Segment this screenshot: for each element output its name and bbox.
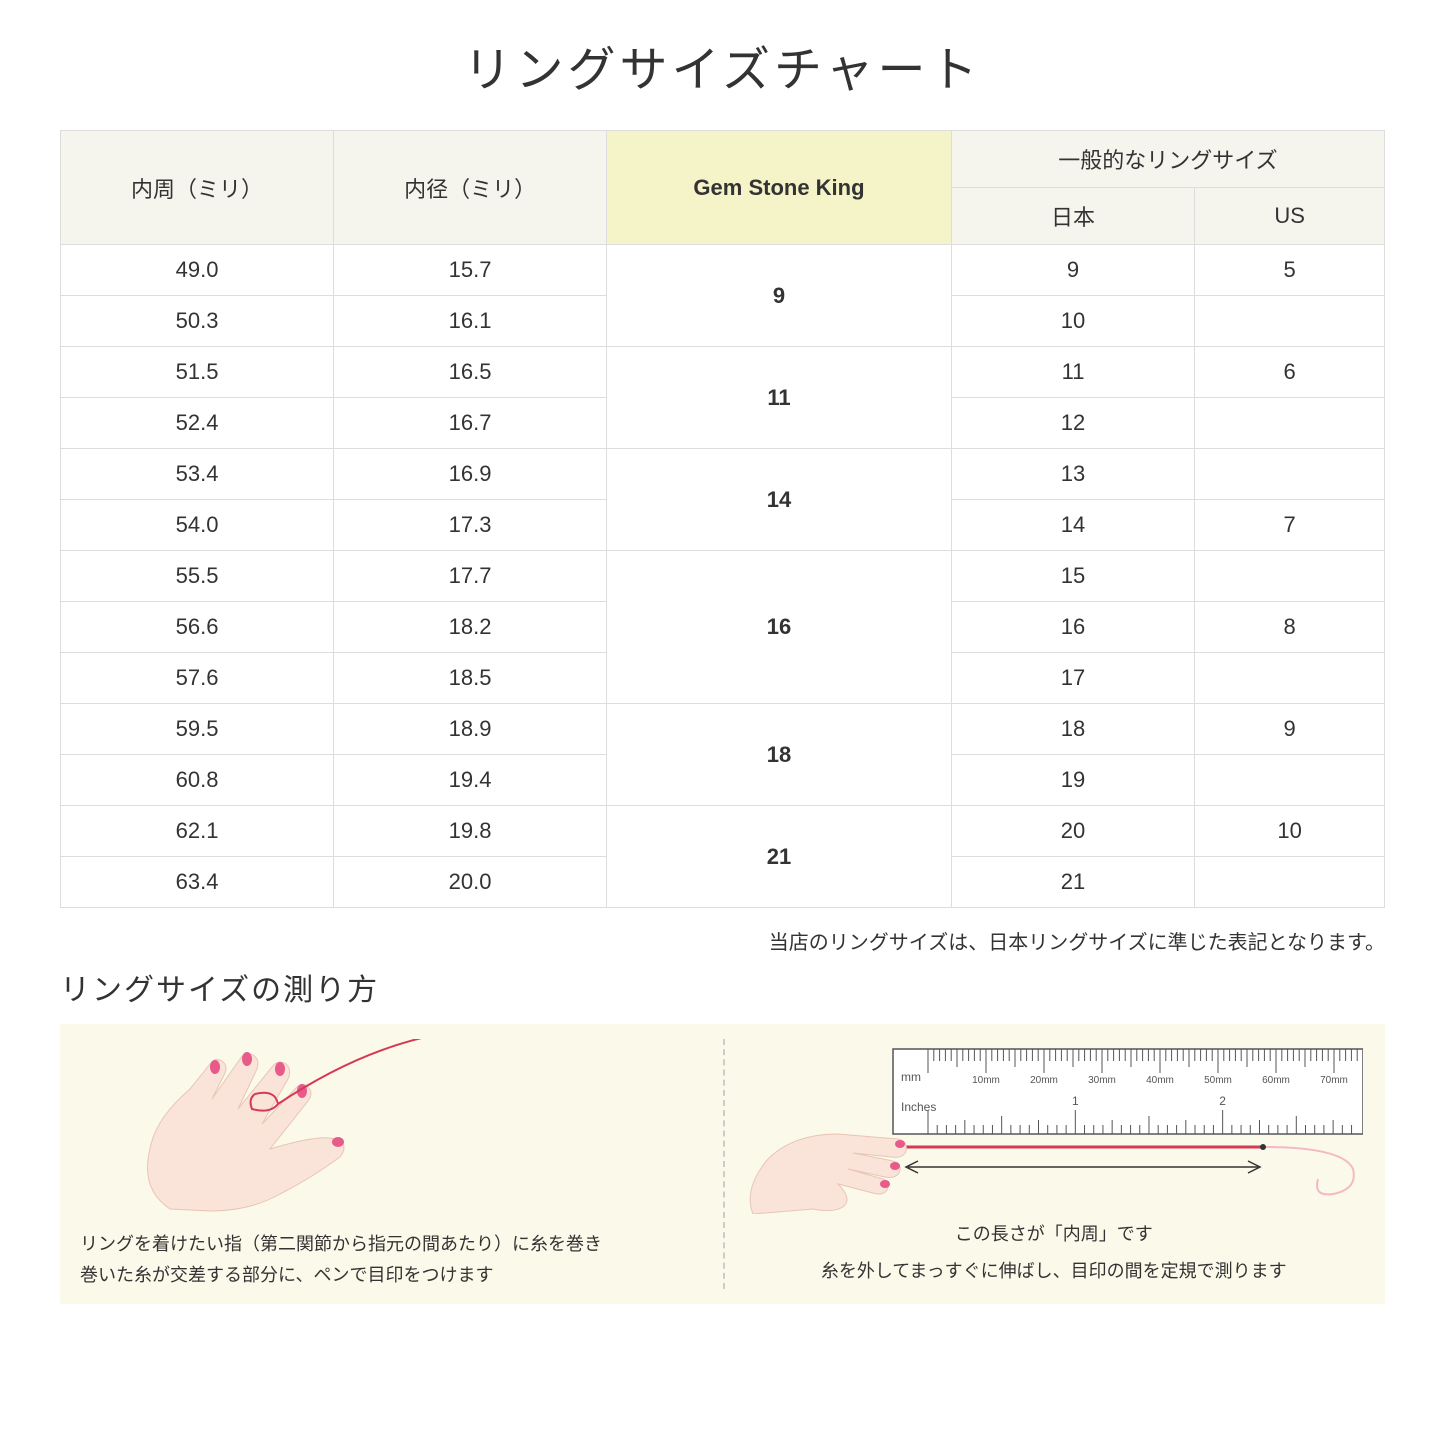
measurement-guide: リングを着けたい指（第二関節から指元の間あたり）に糸を巻き 巻いた糸が交差する部…	[60, 1024, 1385, 1304]
header-circumference: 内周（ミリ）	[61, 131, 334, 245]
cell-us: 6	[1195, 347, 1385, 398]
cell-circumference: 60.8	[61, 755, 334, 806]
hand-thread-icon	[80, 1039, 440, 1219]
svg-text:20mm: 20mm	[1030, 1075, 1058, 1086]
cell-japan: 14	[951, 500, 1194, 551]
ruler-length-label: この長さが「内周」です	[743, 1220, 1366, 1246]
svg-text:1: 1	[1071, 1094, 1078, 1108]
cell-circumference: 53.4	[61, 449, 334, 500]
cell-diameter: 18.2	[334, 602, 607, 653]
cell-us: 8	[1195, 602, 1385, 653]
svg-text:10mm: 10mm	[972, 1075, 1000, 1086]
cell-japan: 19	[951, 755, 1194, 806]
cell-japan: 17	[951, 653, 1194, 704]
guide-subtitle: リングサイズの測り方	[60, 965, 1385, 1009]
cell-diameter: 19.4	[334, 755, 607, 806]
cell-us: 7	[1195, 500, 1385, 551]
cell-circumference: 54.0	[61, 500, 334, 551]
cell-gsk: 11	[607, 347, 952, 449]
cell-circumference: 56.6	[61, 602, 334, 653]
svg-text:Inches: Inches	[901, 1100, 936, 1114]
ring-size-table: 内周（ミリ） 内径（ミリ） Gem Stone King 一般的なリングサイズ …	[60, 130, 1385, 908]
cell-circumference: 52.4	[61, 398, 334, 449]
cell-diameter: 20.0	[334, 857, 607, 908]
cell-diameter: 18.9	[334, 704, 607, 755]
cell-gsk: 18	[607, 704, 952, 806]
header-japan: 日本	[951, 188, 1194, 245]
page-title: リングサイズチャート	[60, 30, 1385, 100]
table-row: 59.518.918189	[61, 704, 1385, 755]
cell-japan: 10	[951, 296, 1194, 347]
cell-circumference: 55.5	[61, 551, 334, 602]
cell-diameter: 15.7	[334, 245, 607, 296]
cell-japan: 15	[951, 551, 1194, 602]
cell-us	[1195, 296, 1385, 347]
svg-text:60mm: 60mm	[1262, 1075, 1290, 1086]
cell-us	[1195, 551, 1385, 602]
cell-japan: 18	[951, 704, 1194, 755]
table-row: 53.416.91413	[61, 449, 1385, 500]
cell-circumference: 51.5	[61, 347, 334, 398]
table-row: 55.517.71615	[61, 551, 1385, 602]
cell-circumference: 50.3	[61, 296, 334, 347]
cell-diameter: 17.3	[334, 500, 607, 551]
cell-us: 5	[1195, 245, 1385, 296]
cell-us	[1195, 398, 1385, 449]
cell-japan: 20	[951, 806, 1194, 857]
table-row: 49.015.7995	[61, 245, 1385, 296]
table-row: 62.119.8212010	[61, 806, 1385, 857]
cell-japan: 11	[951, 347, 1194, 398]
cell-gsk: 9	[607, 245, 952, 347]
svg-text:70mm: 70mm	[1320, 1075, 1348, 1086]
cell-us	[1195, 857, 1385, 908]
svg-text:mm: mm	[901, 1070, 921, 1084]
table-note: 当店のリングサイズは、日本リングサイズに準じた表記となります。	[60, 926, 1385, 955]
cell-us: 9	[1195, 704, 1385, 755]
cell-gsk: 21	[607, 806, 952, 908]
cell-japan: 13	[951, 449, 1194, 500]
cell-diameter: 16.7	[334, 398, 607, 449]
cell-us	[1195, 449, 1385, 500]
cell-diameter: 19.8	[334, 806, 607, 857]
cell-diameter: 18.5	[334, 653, 607, 704]
ruler-measure-icon: mm 10mm 20mm 30mm 40mm 50mm 60mm 70mm Inches 1…	[743, 1039, 1363, 1214]
cell-diameter: 16.5	[334, 347, 607, 398]
right-caption: 糸を外してまっすぐに伸ばし、目印の間を定規で測ります	[743, 1256, 1366, 1287]
header-diameter: 内径（ミリ）	[334, 131, 607, 245]
cell-circumference: 57.6	[61, 653, 334, 704]
header-us: US	[1195, 188, 1385, 245]
cell-circumference: 63.4	[61, 857, 334, 908]
cell-japan: 21	[951, 857, 1194, 908]
cell-gsk: 14	[607, 449, 952, 551]
left-caption: リングを着けたい指（第二関節から指元の間あたり）に糸を巻き 巻いた糸が交差する部…	[80, 1229, 703, 1290]
cell-diameter: 17.7	[334, 551, 607, 602]
cell-diameter: 16.1	[334, 296, 607, 347]
cell-japan: 16	[951, 602, 1194, 653]
cell-circumference: 62.1	[61, 806, 334, 857]
cell-gsk: 16	[607, 551, 952, 704]
svg-text:2: 2	[1219, 1094, 1226, 1108]
guide-panel-left: リングを着けたい指（第二関節から指元の間あたり）に糸を巻き 巻いた糸が交差する部…	[60, 1024, 723, 1304]
guide-panel-right: mm 10mm 20mm 30mm 40mm 50mm 60mm 70mm Inches 1…	[723, 1024, 1386, 1304]
svg-text:50mm: 50mm	[1204, 1075, 1232, 1086]
cell-us: 10	[1195, 806, 1385, 857]
svg-text:40mm: 40mm	[1146, 1075, 1174, 1086]
cell-diameter: 16.9	[334, 449, 607, 500]
cell-us	[1195, 755, 1385, 806]
header-general: 一般的なリングサイズ	[951, 131, 1384, 188]
cell-japan: 9	[951, 245, 1194, 296]
header-gsk: Gem Stone King	[607, 131, 952, 245]
cell-circumference: 59.5	[61, 704, 334, 755]
cell-circumference: 49.0	[61, 245, 334, 296]
cell-japan: 12	[951, 398, 1194, 449]
table-row: 51.516.511116	[61, 347, 1385, 398]
cell-us	[1195, 653, 1385, 704]
svg-text:30mm: 30mm	[1088, 1075, 1116, 1086]
